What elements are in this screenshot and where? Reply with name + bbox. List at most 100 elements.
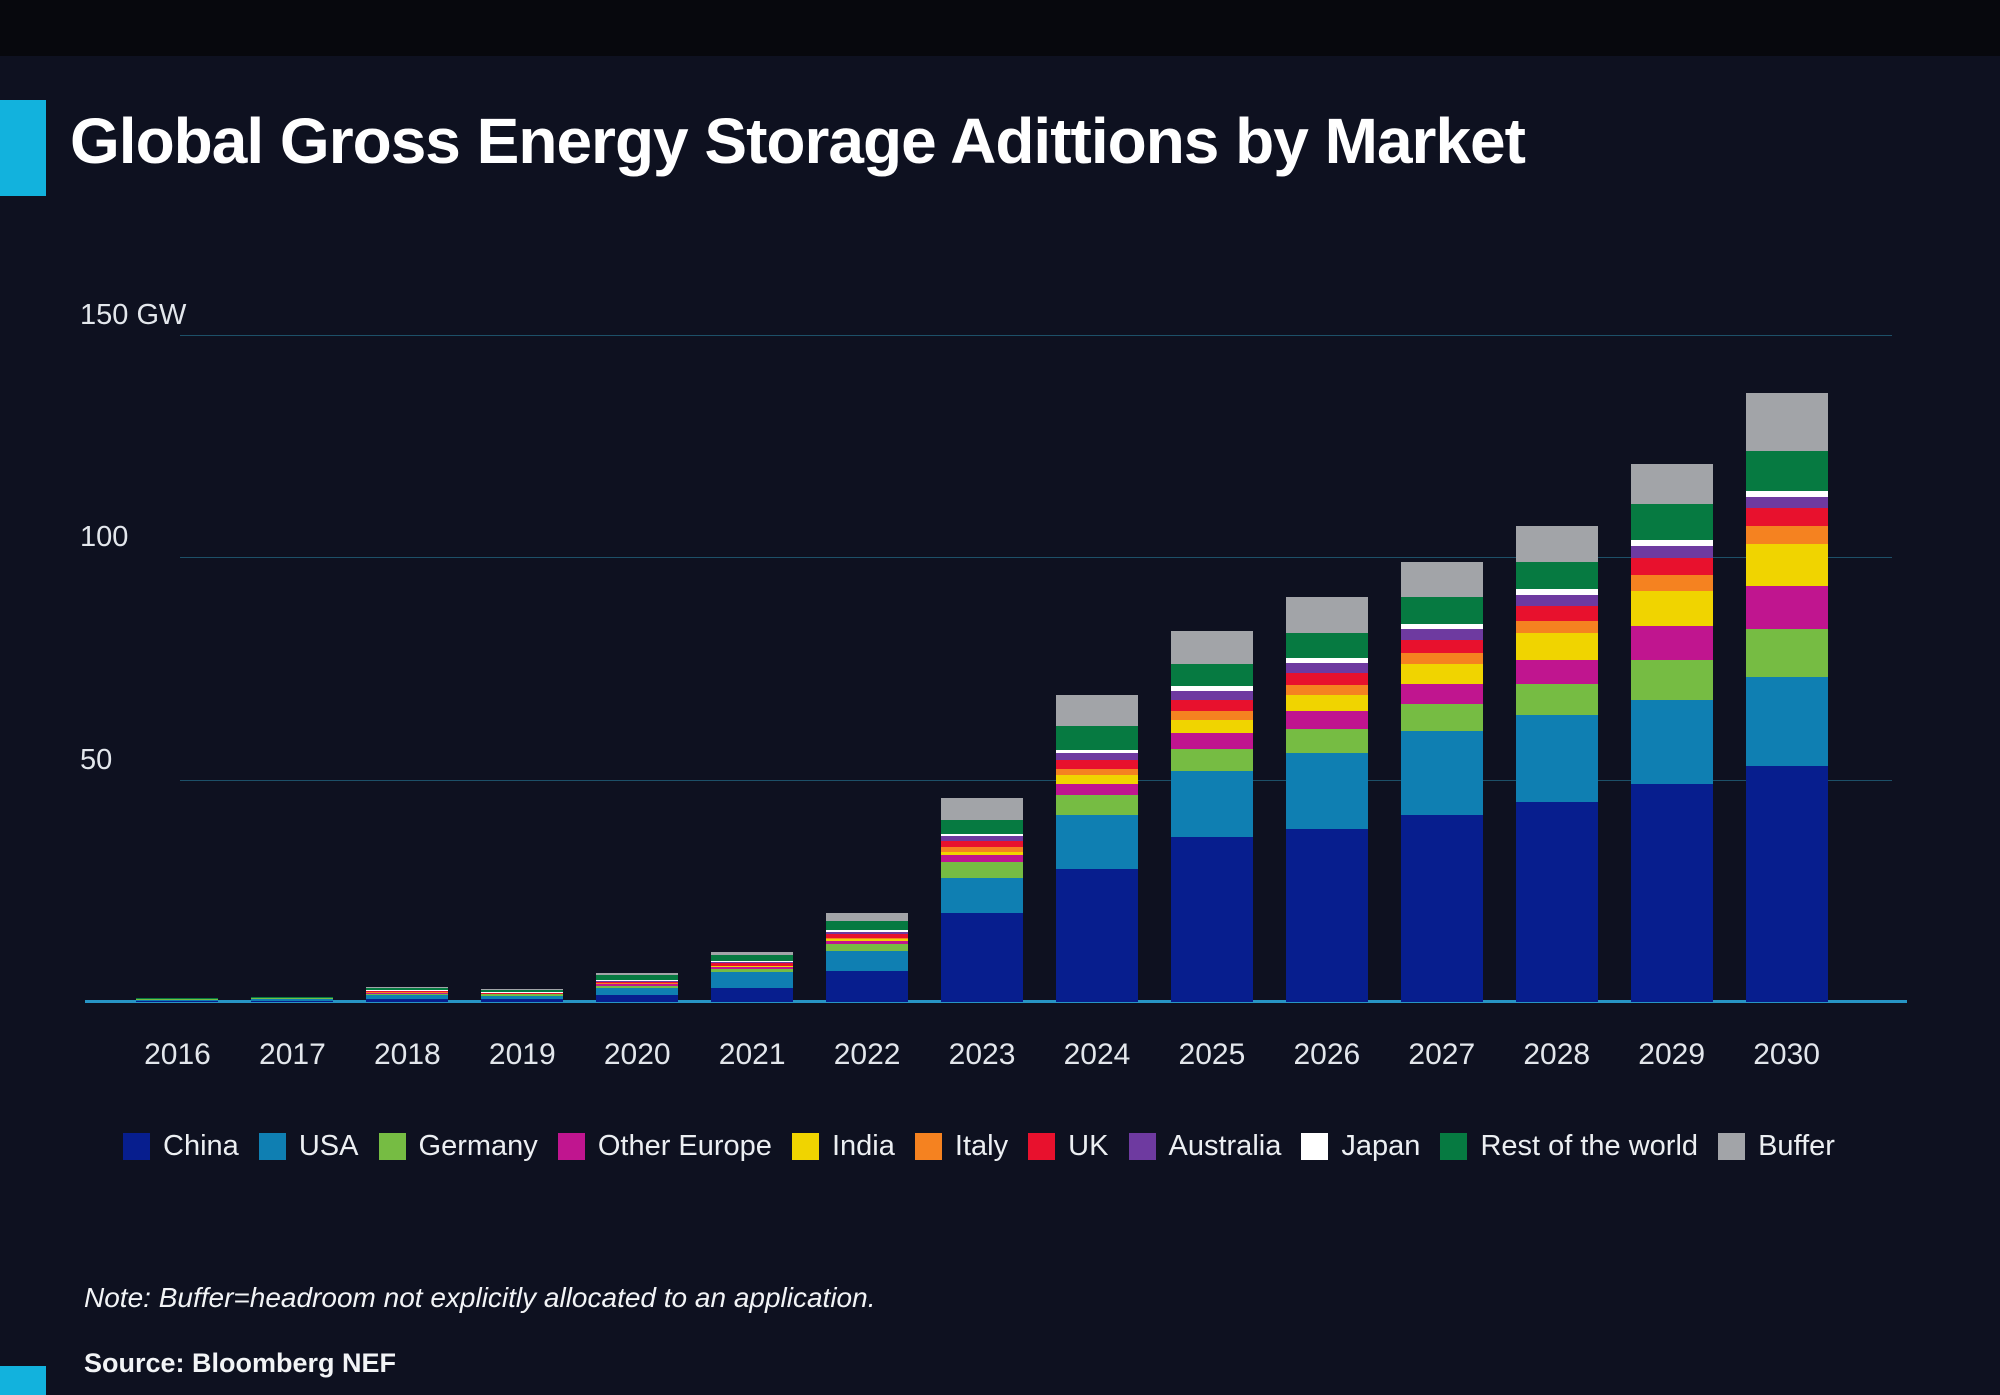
legend-swatch: [1301, 1133, 1329, 1160]
year-label: 2019: [488, 1038, 556, 1071]
bars-row: [120, 335, 1844, 1002]
bar-segment-usa: [711, 972, 794, 988]
bar-segment-buffer: [826, 913, 909, 921]
bar-segment-uk: [366, 991, 449, 993]
bar-segment-buffer: [366, 986, 449, 988]
bar-segment-germany: [1055, 795, 1138, 816]
bar-segment-other-europe: [1630, 626, 1713, 660]
bar-segment-buffer: [711, 952, 794, 955]
stacked-bar: [711, 952, 794, 1002]
chart-note: Note: Buffer=headroom not explicitly all…: [84, 1282, 876, 1313]
bar-segment-uk: [1515, 606, 1598, 621]
bar-segment-germany: [596, 985, 679, 989]
legend: China USA Germany Other Europe India Italy UK A…: [123, 1130, 1835, 1163]
bar-segment-buffer: [1285, 597, 1368, 633]
stacked-bar: [136, 998, 219, 1002]
y-tick-label: 100: [80, 521, 129, 554]
legend-label: UK: [1068, 1130, 1109, 1162]
bar-segment-other-europe: [1285, 710, 1368, 729]
year-label: 2020: [603, 1038, 671, 1071]
legend-label: USA: [298, 1130, 359, 1162]
bar-segment-rest-of-the-world: [136, 998, 219, 999]
stacked-bar: [1170, 630, 1253, 1002]
bar-segment-japan: [711, 960, 794, 962]
year-label: 2026: [1293, 1038, 1361, 1071]
bar-column: [810, 335, 925, 1002]
bar-segment-rest-of-the-world: [941, 819, 1024, 834]
bar-column: [1614, 335, 1729, 1002]
bar-segment-buffer: [1515, 526, 1598, 562]
legend-label: India: [831, 1130, 895, 1162]
legend-label: Italy: [954, 1130, 1009, 1162]
bar-segment-australia: [1170, 690, 1253, 700]
legend-swatch: [914, 1133, 942, 1160]
bar-segment-india: [1170, 719, 1253, 734]
bar-segment-other-europe: [941, 855, 1024, 862]
year-label: 2027: [1408, 1038, 1476, 1071]
legend-item-india: India: [791, 1130, 895, 1163]
bar-segment-buffer: [1745, 392, 1828, 451]
bar-segment-italy: [1400, 652, 1483, 665]
bar-column: [1499, 335, 1614, 1002]
bar-segment-china: [1285, 828, 1368, 1002]
bar-segment-rest-of-the-world: [1515, 561, 1598, 589]
year-label: 2025: [1178, 1038, 1246, 1071]
bar-segment-buffer: [1055, 695, 1138, 727]
bar-segment-rest-of-the-world: [366, 987, 449, 991]
bar-segment-italy: [1055, 768, 1138, 776]
year-label: 2023: [948, 1038, 1016, 1071]
bar-segment-italy: [1630, 575, 1713, 591]
bar-column: [925, 335, 1040, 1002]
bar-segment-australia: [826, 931, 909, 935]
bar-segment-china: [251, 1000, 334, 1002]
bar-segment-germany: [941, 861, 1024, 878]
stacked-bar: [366, 986, 449, 1002]
bar-segment-japan: [941, 834, 1024, 837]
bar-segment-australia: [1285, 663, 1368, 673]
bar-column: [1729, 335, 1844, 1002]
legend-swatch: [1718, 1133, 1746, 1160]
bar-segment-italy: [1170, 710, 1253, 720]
legend-swatch: [123, 1133, 150, 1160]
bar-segment-japan: [1055, 749, 1138, 754]
legend-label: Japan: [1341, 1130, 1421, 1162]
bar-segment-japan: [596, 979, 679, 981]
bar-segment-china: [1745, 766, 1828, 1002]
stacked-bar: [596, 972, 679, 1002]
legend-swatch: [791, 1133, 819, 1160]
bar-segment-germany: [711, 969, 794, 973]
legend-item-uk: UK: [1028, 1130, 1108, 1163]
bar-segment-other-europe: [596, 984, 679, 986]
gridline: [180, 779, 1892, 781]
year-label: 2028: [1523, 1038, 1591, 1071]
bar-segment-japan: [1285, 657, 1368, 664]
bar-segment-japan: [826, 930, 909, 932]
bar-segment-uk: [1400, 639, 1483, 653]
bar-segment-other-europe: [1400, 684, 1483, 705]
legend-label: Australia: [1168, 1130, 1282, 1162]
bar-segment-uk: [826, 934, 909, 938]
bar-segment-italy: [1745, 526, 1828, 545]
bar-segment-china: [1170, 837, 1253, 1002]
bar-segment-other-europe: [1515, 659, 1598, 685]
bar-segment-japan: [1515, 588, 1598, 596]
bar-segment-japan: [1630, 539, 1713, 547]
year-label: 2017: [259, 1038, 326, 1071]
bar-segment-germany: [1630, 659, 1713, 700]
bar-segment-other-europe: [1170, 733, 1253, 749]
stacked-bar: [1055, 695, 1138, 1002]
bar-segment-australia: [1055, 753, 1138, 760]
stacked-bar: [1285, 597, 1368, 1002]
bar-segment-buffer: [1400, 561, 1483, 598]
bar-column: [695, 335, 810, 1002]
bar-segment-germany: [1285, 728, 1368, 754]
legend-item-china: China: [123, 1130, 239, 1163]
bar-segment-rest-of-the-world: [826, 920, 909, 931]
bar-segment-japan: [366, 990, 449, 991]
bar-segment-china: [366, 999, 449, 1002]
bar-column: [1269, 335, 1384, 1002]
bar-segment-india: [1055, 775, 1138, 785]
bar-segment-china: [826, 970, 909, 1002]
